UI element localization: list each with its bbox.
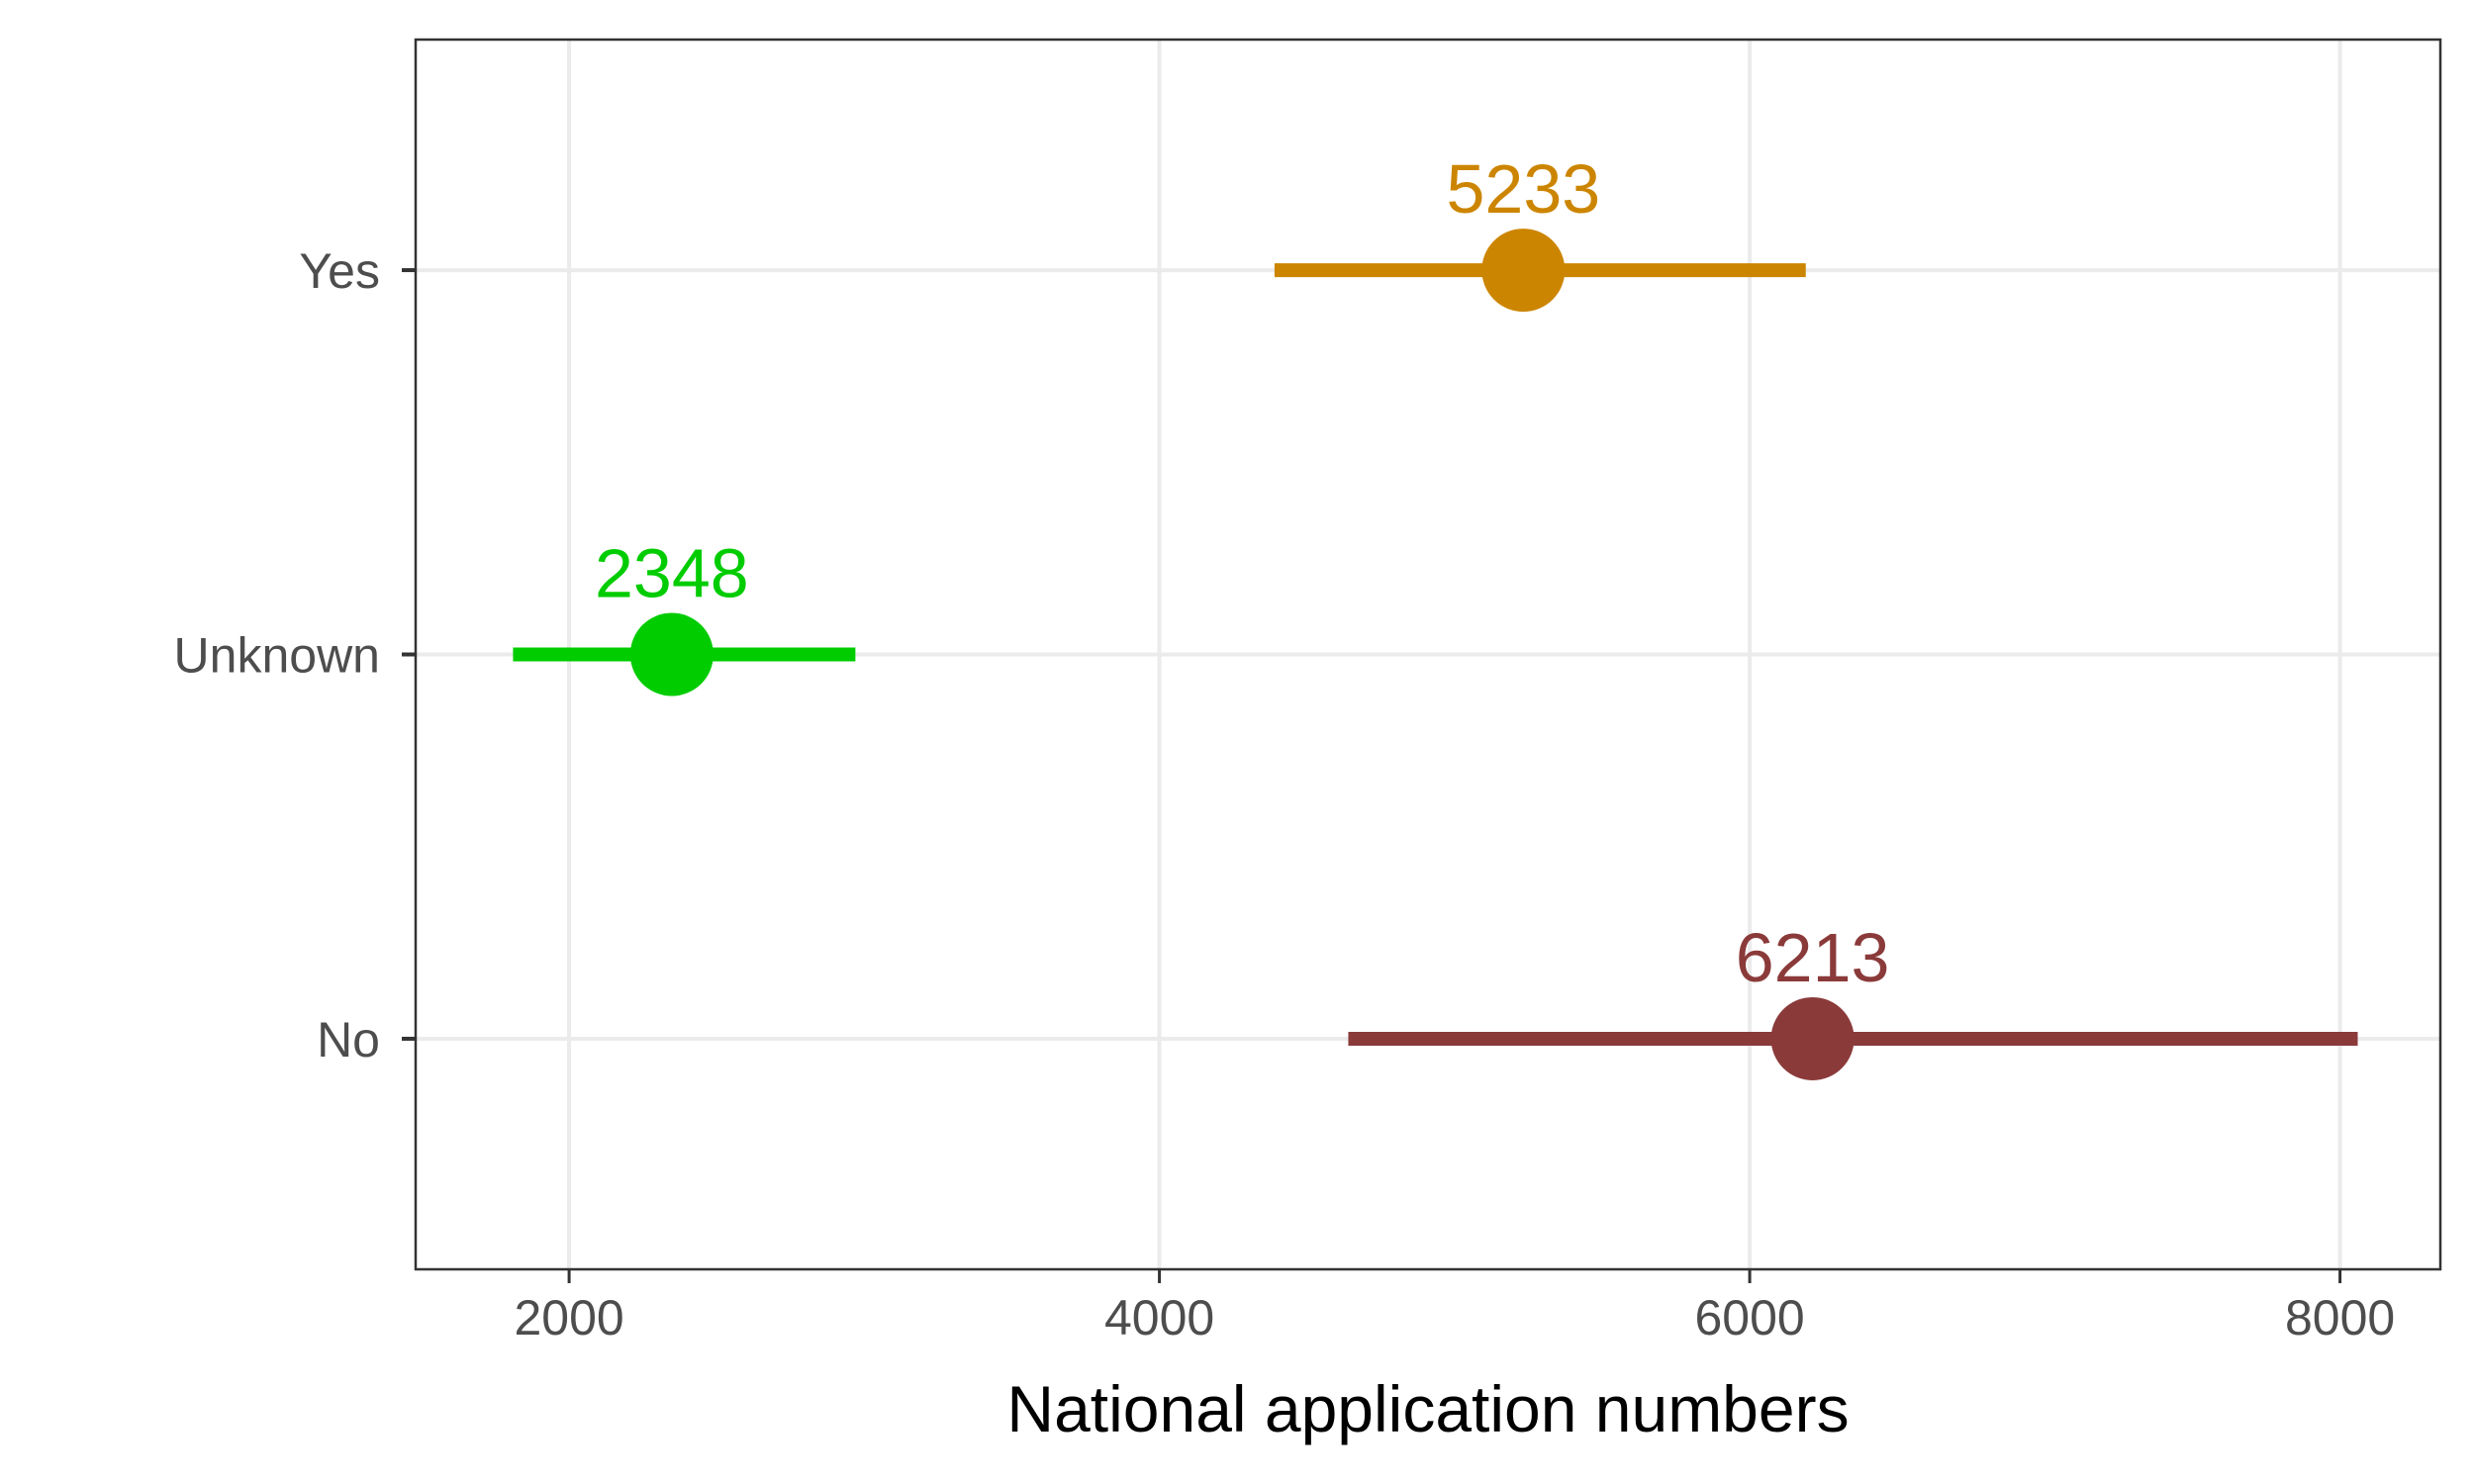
point-yes xyxy=(1481,229,1566,313)
points xyxy=(629,229,1855,1080)
x-tick-label-4000: 4000 xyxy=(1104,1290,1214,1345)
x-axis-title: National application numbers xyxy=(1006,1372,1849,1445)
x-tick-label-8000: 8000 xyxy=(2285,1290,2395,1345)
y-tick-label-yes: Yes xyxy=(299,243,380,299)
point-no xyxy=(1770,996,1855,1080)
value-label-yes: 5233 xyxy=(1446,150,1600,228)
value-label-unknown: 2348 xyxy=(595,535,749,612)
value-label-no: 6213 xyxy=(1736,919,1890,996)
x-tick-label-6000: 6000 xyxy=(1694,1290,1804,1345)
axes: 2000 4000 6000 8000 Yes Unknown No xyxy=(174,243,2396,1345)
y-tick-label-no: No xyxy=(317,1012,380,1067)
point-unknown xyxy=(629,612,714,696)
value-labels: 5233 2348 6213 xyxy=(595,150,1889,996)
x-tick-label-2000: 2000 xyxy=(514,1290,623,1345)
y-tick-label-unknown: Unknown xyxy=(174,628,380,684)
